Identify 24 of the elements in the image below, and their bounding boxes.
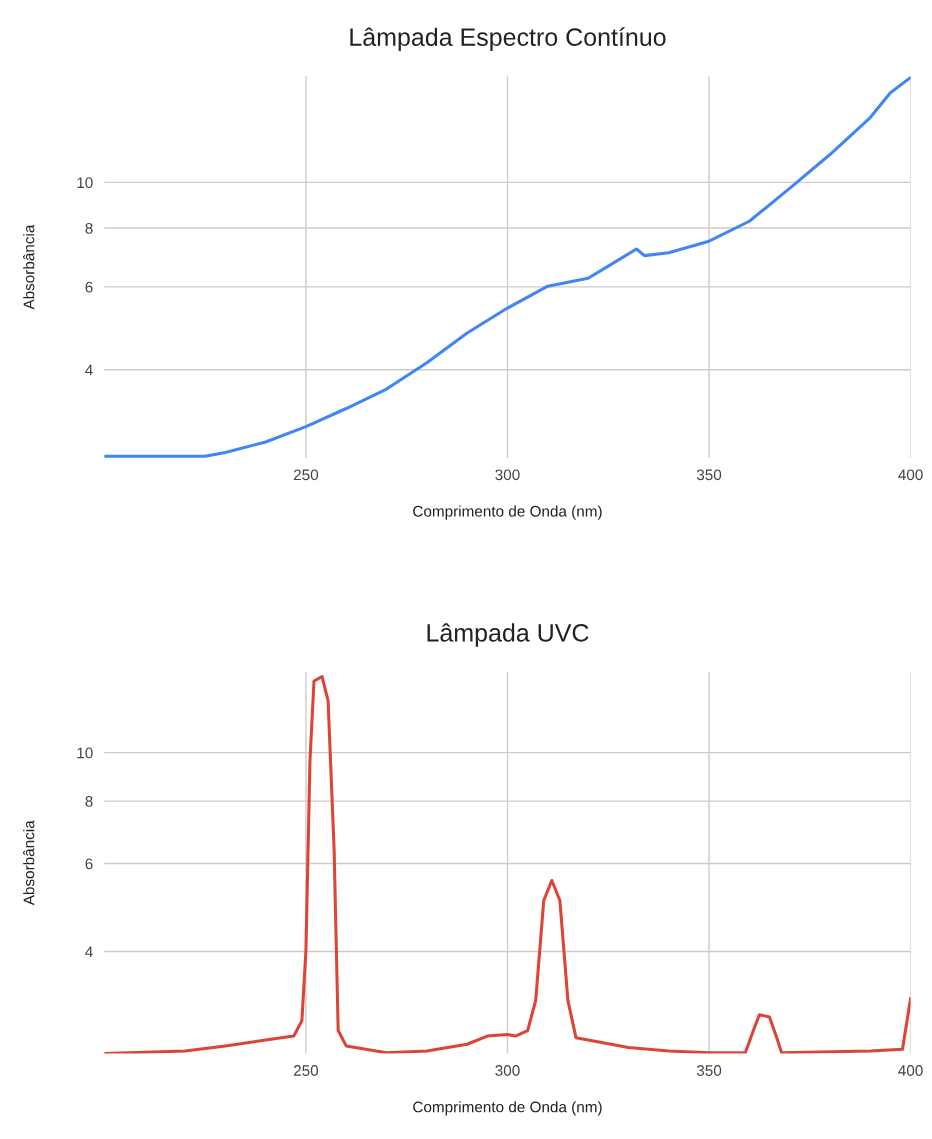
y-tick-label: 4	[85, 364, 93, 376]
x-tick-label: 250	[293, 1065, 319, 1076]
chart-title: Lâmpada UVC	[427, 623, 589, 647]
x-tick-label: 350	[696, 469, 722, 481]
chart-title: Lâmpada Espectro Contínuo	[350, 27, 666, 51]
y-axis-title: Absorbância	[23, 820, 35, 906]
x-axis-title: Comprimento de Onda (nm)	[413, 1101, 602, 1116]
line-series	[104, 76, 911, 458]
y-tick-label: 6	[85, 281, 93, 293]
x-tick-label: 300	[495, 1065, 520, 1076]
y-tick-label: 8	[85, 795, 93, 807]
x-tick-label: 300	[495, 469, 520, 481]
y-tick-label: 10	[77, 747, 93, 759]
x-tick-label: 400	[898, 469, 923, 481]
x-tick-label: 400	[898, 1065, 923, 1076]
y-tick-label: 10	[77, 177, 93, 189]
y-tick-label: 8	[85, 222, 93, 234]
y-tick-label: 6	[85, 858, 93, 870]
x-tick-label: 350	[696, 1065, 722, 1076]
y-tick-label: 4	[85, 946, 93, 958]
y-axis-title: Absorbância	[23, 224, 35, 310]
line-series	[104, 675, 911, 1054]
x-axis-title: Comprimento de Onda (nm)	[413, 505, 602, 520]
x-tick-label: 250	[293, 469, 319, 481]
